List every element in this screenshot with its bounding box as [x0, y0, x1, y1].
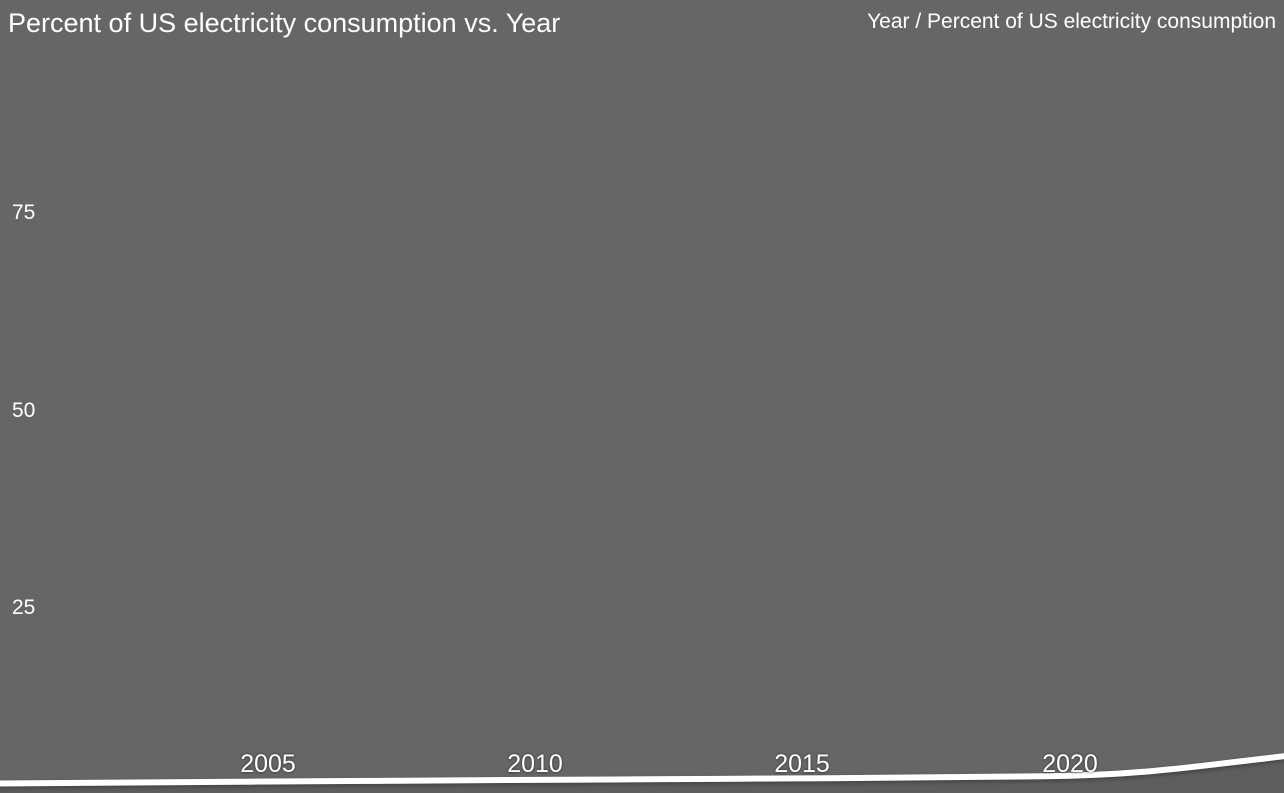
x-tick-2020: 2020: [1042, 750, 1098, 778]
series-line: [0, 753, 1284, 787]
x-tick-2010: 2010: [507, 750, 563, 778]
y-tick-50: 50: [12, 399, 36, 422]
y-tick-25: 25: [12, 596, 36, 619]
x-tick-2015: 2015: [774, 750, 830, 778]
x-tick-2005: 2005: [240, 750, 296, 778]
axis-legend: Year / Percent of US electricity consump…: [867, 10, 1276, 33]
chart-title: Percent of US electricity consumption vs…: [8, 8, 561, 38]
y-tick-75: 75: [12, 201, 36, 224]
